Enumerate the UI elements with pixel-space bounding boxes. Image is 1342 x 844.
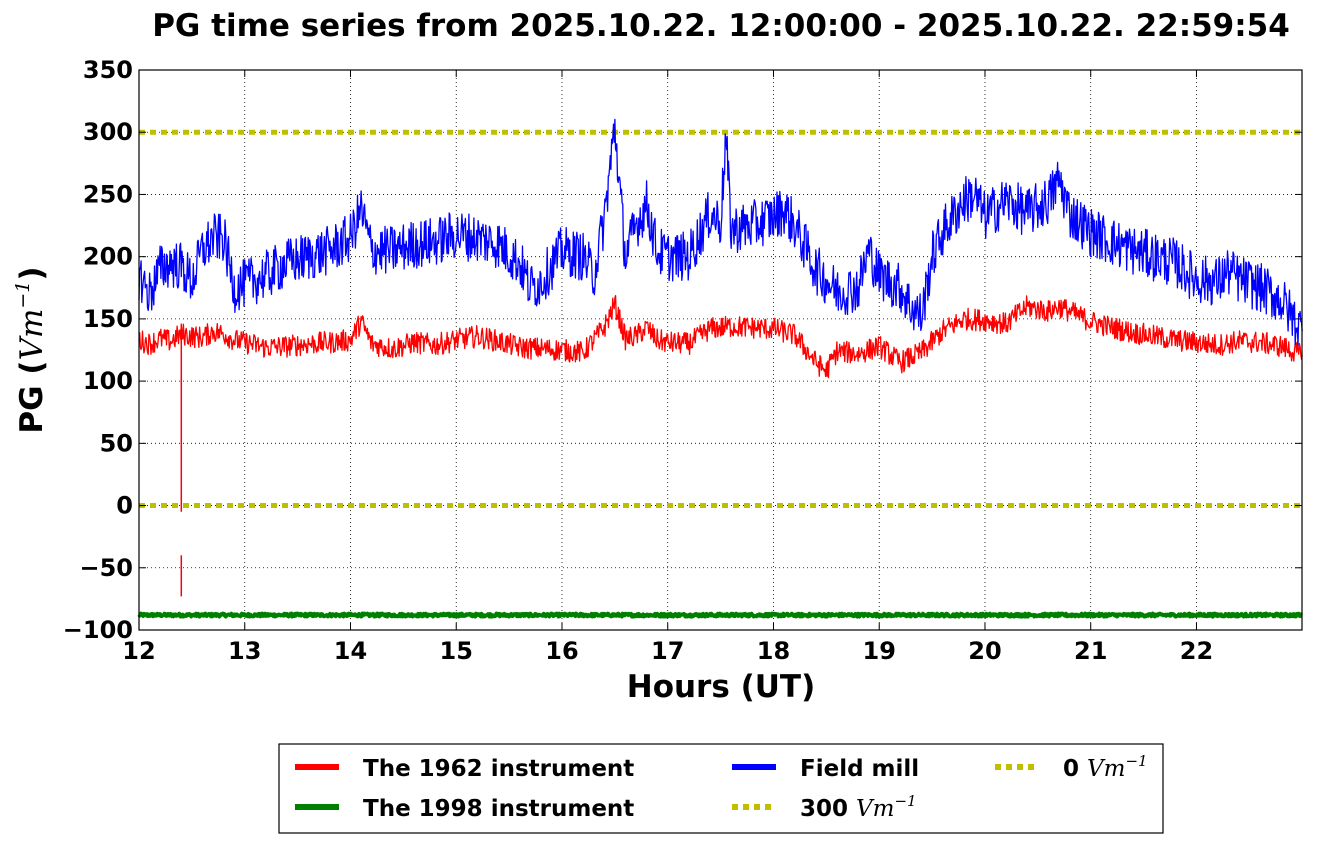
y-tick-label: 50 (100, 429, 133, 457)
series-line-the-1962-instrument (138, 294, 1303, 379)
x-tick-label: 13 (228, 637, 261, 665)
series-the-1962-instrument (138, 294, 1303, 597)
legend-item-the-1962-instrument: The 1962 instrument (295, 756, 634, 782)
series-field-mill (138, 118, 1303, 346)
series-line-field-mill (138, 118, 1303, 346)
x-tick-label: 19 (863, 637, 896, 665)
x-axis-label: Hours (UT) (627, 669, 816, 705)
legend-label: Field mill (800, 756, 919, 782)
y-axis-ticks: −100 −50 0 50 100 150 200 250 300 350 (63, 56, 1302, 644)
plot-frame (138, 69, 1303, 631)
legend-item-300: 300 Vm−1 (732, 792, 917, 822)
x-tick-label: 18 (757, 637, 790, 665)
legend-label: The 1962 instrument (363, 756, 634, 782)
x-tick-label: 17 (651, 637, 684, 665)
x-tick-label: 15 (440, 637, 473, 665)
x-tick-label: 20 (968, 637, 1001, 665)
legend-box (278, 743, 1164, 834)
x-tick-label: 22 (1180, 637, 1213, 665)
series-line-the-1998-instrument (137, 611, 1304, 619)
y-tick-label: 350 (83, 56, 133, 84)
y-tick-label: −100 (63, 616, 133, 644)
legend-label: 300 Vm−1 (800, 792, 917, 822)
legend-item-the-1998-instrument: The 1998 instrument (295, 796, 634, 822)
y-tick-label: 200 (83, 243, 133, 271)
data-series (137, 118, 1304, 619)
legend-item-0: 0 Vm−1 (995, 752, 1148, 782)
y-tick-label: −50 (79, 554, 133, 582)
legend-label: The 1998 instrument (363, 796, 634, 822)
x-tick-label: 12 (122, 637, 155, 665)
y-tick-label: 150 (83, 305, 133, 333)
series-the-1998-instrument (137, 611, 1304, 619)
y-tick-label: 100 (83, 367, 133, 395)
y-tick-label: 300 (83, 118, 133, 146)
y-tick-label: 0 (116, 492, 133, 520)
y-axis-label: PG (Vm−1) (12, 266, 50, 433)
x-tick-label: 21 (1074, 637, 1107, 665)
reference-lines (139, 129, 1302, 509)
y-tick-label: 250 (83, 180, 133, 208)
x-tick-label: 16 (545, 637, 578, 665)
legend: The 1962 instrument The 1998 instrument Fi… (278, 743, 1164, 834)
legend-label: 0 Vm−1 (1063, 752, 1148, 782)
x-axis-ticks: 12 13 14 15 16 17 18 19 20 21 22 (122, 70, 1213, 665)
x-tick-label: 14 (334, 637, 367, 665)
chart-title: PG time series from 2025.10.22. 12:00:00… (152, 8, 1290, 44)
plot-area (137, 69, 1304, 631)
legend-item-field-mill: Field mill (732, 756, 919, 782)
